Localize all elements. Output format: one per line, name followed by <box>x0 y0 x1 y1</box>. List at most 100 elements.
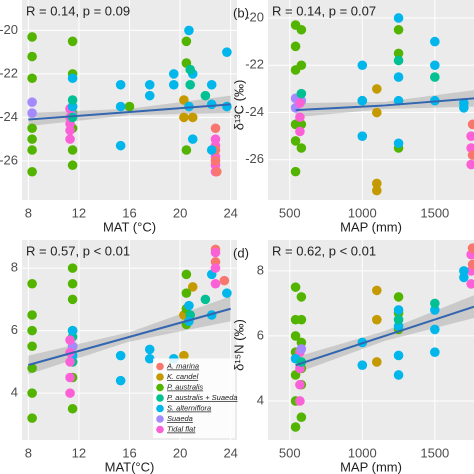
point <box>393 55 404 66</box>
x-axis-label: MAT(°C) <box>105 459 155 474</box>
point <box>393 48 404 59</box>
point <box>179 350 189 361</box>
point <box>296 344 307 354</box>
point <box>290 166 301 177</box>
point <box>67 112 78 123</box>
point <box>466 159 474 170</box>
point <box>393 314 404 325</box>
point <box>115 350 126 361</box>
legend-swatch <box>156 362 164 371</box>
point <box>210 123 221 134</box>
point <box>184 300 194 311</box>
point <box>430 36 440 47</box>
point <box>27 166 37 177</box>
point <box>168 79 179 90</box>
x-tick-label: 16 <box>122 205 136 220</box>
point <box>372 357 382 367</box>
y-tick-label: 8 <box>11 260 18 275</box>
x-tick-label: 24 <box>223 445 237 460</box>
x-axis-label: MAP (mm) <box>340 459 402 474</box>
point <box>210 247 221 258</box>
point <box>187 112 198 123</box>
y-tick-label: -26 <box>0 152 18 167</box>
point <box>467 259 474 270</box>
legend-swatch <box>156 373 164 381</box>
point <box>296 24 307 35</box>
point <box>210 156 221 166</box>
point <box>372 185 382 196</box>
y-tick-label: 8 <box>257 262 264 277</box>
point <box>295 112 305 123</box>
x-tick-label: 12 <box>72 445 86 460</box>
x-tick-label: 1000 <box>348 445 377 460</box>
point <box>27 388 37 398</box>
point <box>27 310 37 320</box>
point <box>27 325 37 336</box>
x-tick-label: 8 <box>25 445 32 460</box>
point <box>27 51 37 62</box>
panel-label: (d) <box>233 245 249 260</box>
point <box>124 101 135 112</box>
y-axis-label: δ¹⁵N (‰) <box>231 319 246 371</box>
plot-area <box>22 0 237 200</box>
point <box>290 136 301 146</box>
point <box>459 103 469 113</box>
point <box>296 88 307 99</box>
point <box>184 25 194 36</box>
confidence-band <box>295 295 474 374</box>
point <box>27 413 37 423</box>
y-tick-label: 6 <box>11 322 18 337</box>
point <box>206 145 217 155</box>
point <box>179 95 189 105</box>
point <box>206 79 217 90</box>
legend-swatch <box>156 425 164 434</box>
point <box>65 372 75 383</box>
point <box>65 125 75 136</box>
legend-swatch <box>156 394 164 402</box>
x-tick-label: 500 <box>279 205 301 220</box>
point <box>467 243 474 253</box>
point <box>430 347 440 357</box>
point <box>115 101 126 112</box>
point <box>393 350 404 361</box>
point <box>393 13 404 23</box>
annotation: R = 0.14, p = 0.09 <box>26 3 130 18</box>
point <box>219 275 230 286</box>
point <box>181 269 192 280</box>
plot-area <box>268 0 474 200</box>
point <box>210 263 221 273</box>
point <box>295 98 305 108</box>
legend-swatch <box>156 383 164 392</box>
point <box>372 84 382 94</box>
point <box>222 288 232 298</box>
y-tick-label: 6 <box>257 327 264 342</box>
legend-label: A. marina <box>166 361 199 370</box>
plot-area <box>268 240 474 440</box>
point <box>290 422 301 432</box>
y-tick-label: -20 <box>245 9 264 24</box>
point <box>27 97 37 107</box>
point <box>144 79 155 90</box>
x-axis-label: MAP (mm) <box>340 219 402 234</box>
fit-line <box>295 305 474 367</box>
point <box>296 60 307 71</box>
y-tick-label: -24 <box>0 109 18 124</box>
point <box>295 396 305 406</box>
point <box>430 60 440 71</box>
y-tick-label: -26 <box>245 151 264 166</box>
legend-label: K. candel <box>167 372 199 381</box>
point <box>168 69 179 79</box>
point <box>296 143 307 153</box>
point <box>144 344 155 355</box>
point <box>393 370 404 380</box>
y-tick-label: -22 <box>0 65 18 80</box>
x-tick-label: 1000 <box>348 205 377 220</box>
point <box>222 101 232 112</box>
point <box>115 79 126 90</box>
point <box>27 123 37 134</box>
legend-swatch <box>156 404 164 413</box>
legend-label: P. australis <box>167 382 203 391</box>
point <box>187 282 198 292</box>
point <box>295 126 305 137</box>
